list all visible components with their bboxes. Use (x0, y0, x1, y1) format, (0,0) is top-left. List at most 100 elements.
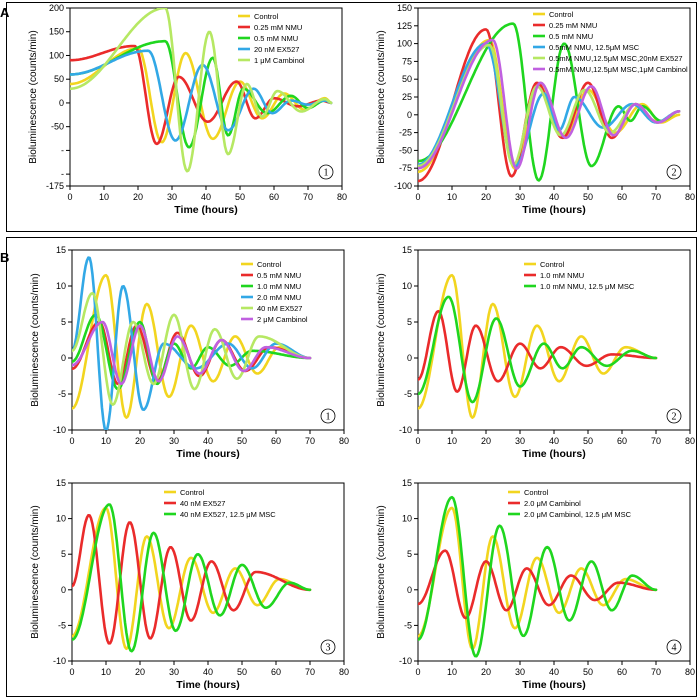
x-tick-label: 60 (269, 192, 279, 202)
legend-label: 1.0 mM NMU (540, 271, 584, 280)
series-line (70, 49, 333, 142)
y-tick-label: -10 (399, 425, 412, 435)
legend-label: 40 nM EX527, 12.5 μM MSC (180, 510, 276, 519)
x-tick-label: 20 (481, 667, 491, 677)
legend-label: 0.5 mM NMU (549, 32, 593, 41)
x-tick-label: 40 (549, 667, 559, 677)
y-tick-label: -25 (399, 128, 412, 138)
y-tick-label: 50 (54, 74, 64, 84)
y-tick-label: -175 (46, 181, 64, 191)
x-tick-label: 0 (415, 192, 420, 202)
x-tick-label: 30 (515, 436, 525, 446)
series-line (70, 8, 333, 173)
y-tick-label: 25 (402, 92, 412, 102)
x-tick-label: 60 (617, 667, 627, 677)
y-tick-label: -50 (51, 122, 64, 132)
legend-label: Control (257, 260, 282, 269)
y-tick-label: -5 (58, 389, 66, 399)
x-tick-label: 70 (651, 436, 661, 446)
y-tick-label: -50 (399, 145, 412, 155)
x-axis-label: Time (hours) (176, 679, 239, 691)
series-line (418, 295, 658, 404)
x-tick-label: 80 (685, 667, 695, 677)
x-tick-label: 10 (447, 667, 457, 677)
chart-a2: 0 10 20 30 40 50 60 70 80 -100 -75 -50 -25 0 25 50 75 100… (376, 3, 695, 216)
subpanel-badge-number: 1 (326, 412, 331, 423)
y-tick-label: 0 (61, 353, 66, 363)
y-axis-label: Bioluminescence (counts/min) (30, 273, 41, 406)
x-axis-label: Time (hours) (522, 204, 585, 216)
x-tick-label: 60 (271, 667, 281, 677)
x-axis-label: Time (hours) (176, 448, 239, 460)
x-tick-label: 60 (617, 436, 627, 446)
y-tick-label: -5 (404, 620, 412, 630)
y-tick-label: 15 (56, 245, 66, 255)
x-tick-label: 30 (169, 436, 179, 446)
panel-a-label: A (0, 5, 10, 20)
y-tick-label: -5 (58, 620, 66, 630)
x-tick-label: 80 (685, 192, 695, 202)
legend-label: 0.25 mM NMU (254, 23, 302, 32)
x-tick-label: 60 (271, 436, 281, 446)
panel-b-label: B (0, 250, 9, 265)
x-tick-label: 10 (447, 192, 457, 202)
x-tick-label: 20 (135, 667, 145, 677)
subpanel-badge (320, 639, 336, 655)
y-axis-label: Bioluminescence (counts/min) (376, 273, 387, 406)
legend-label: 0.5mM NMU,12.5μM MSC,1μM Cambinol (549, 65, 688, 74)
x-tick-label: 40 (203, 667, 213, 677)
panel-a-frame (6, 2, 697, 232)
panel-b-frame (6, 237, 697, 697)
y-tick-label: 100 (49, 50, 64, 60)
y-tick-label: 0 (61, 585, 66, 595)
y-tick-label: 15 (402, 245, 412, 255)
x-tick-label: 50 (237, 667, 247, 677)
y-tick-label: - (61, 169, 64, 179)
x-tick-label: 40 (549, 436, 559, 446)
x-tick-label: 10 (99, 192, 109, 202)
legend-label: 40 nM EX527 (257, 304, 302, 313)
x-tick-label: 30 (167, 192, 177, 202)
x-axis-label: Time (hours) (522, 448, 585, 460)
x-tick-label: 10 (447, 436, 457, 446)
legend-label: 1 μM Cambinol (254, 56, 305, 65)
x-tick-label: 20 (481, 436, 491, 446)
x-tick-label: 20 (133, 192, 143, 202)
y-tick-label: 200 (49, 3, 64, 13)
legend-label: Control (524, 488, 549, 497)
x-tick-label: 50 (235, 192, 245, 202)
subpanel-badge (666, 408, 682, 424)
y-tick-label: 0 (407, 353, 412, 363)
subpanel-badge-number: 2 (672, 168, 677, 179)
y-tick-label: 75 (402, 56, 412, 66)
legend-label: 2.0 μM Cambinol (524, 499, 581, 508)
x-tick-label: 0 (67, 192, 72, 202)
x-tick-label: 0 (415, 667, 420, 677)
legend-label: 0.5 mM NMU (257, 271, 301, 280)
x-tick-label: 70 (305, 436, 315, 446)
series-line (418, 38, 681, 170)
x-tick-label: 30 (515, 192, 525, 202)
legend-label: 2.0 mM NMU (257, 293, 301, 302)
x-tick-label: 50 (237, 436, 247, 446)
subpanel-badge (666, 639, 682, 655)
legend-label: 0.25 mM NMU (549, 21, 597, 30)
charts-layer: 0 10 20 30 40 50 60 70 80-175---50050100150200Ti… (28, 3, 695, 691)
y-tick-label: 50 (402, 74, 412, 84)
x-tick-label: 70 (305, 667, 315, 677)
x-axis-label: Time (hours) (174, 204, 237, 216)
y-tick-label: 5 (407, 317, 412, 327)
y-tick-label: 0 (407, 585, 412, 595)
legend-label: 2.0 μM Cambinol, 12.5 μM MSC (524, 510, 632, 519)
subpanel-badge (666, 164, 682, 180)
x-tick-label: 80 (337, 192, 347, 202)
y-tick-label: 0 (407, 110, 412, 120)
y-tick-label: 10 (56, 514, 66, 524)
chart-a1: 0 10 20 30 40 50 60 70 80 -175 - - -50 0 50 100 150 200 Ti… (28, 3, 347, 216)
y-tick-label: 10 (56, 281, 66, 291)
y-tick-label: -10 (53, 656, 66, 666)
x-tick-label: 70 (651, 667, 661, 677)
legend-label: 2 μM Cambinol (257, 315, 308, 324)
chart-b4: 0 10 20 30 40 50 60 70 80 -10 -5 0 5 10 15 Time (hours)… (376, 478, 695, 691)
